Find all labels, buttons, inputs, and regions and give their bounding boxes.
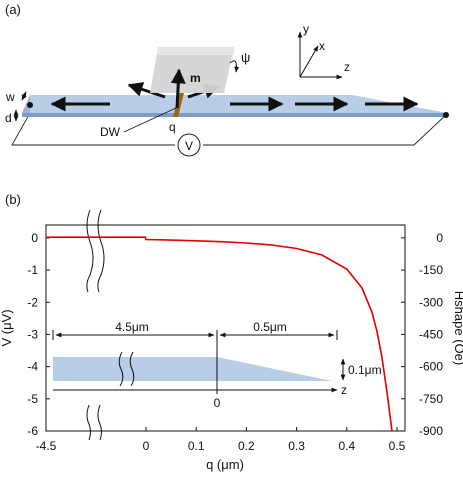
inset-len1: 4.5μm [115, 320, 149, 334]
panel-a: (a) V m ψ DW q [5, 2, 449, 157]
inset-break-icon [118, 351, 135, 387]
plot-frame [45, 224, 406, 432]
x-tick-label: 0 [143, 439, 150, 453]
y2-axis-title: Hshape (Oe) [452, 291, 463, 365]
y2-tick-label: -450 [419, 327, 443, 341]
rotation-plane-shade [157, 47, 234, 55]
psi-arrow [229, 60, 240, 73]
x-axis-title: q (μm) [206, 457, 244, 472]
w-label: w [5, 90, 15, 104]
y-tick-label: -5 [27, 392, 38, 406]
psi-label: ψ [241, 50, 250, 65]
x-tick-label: 0.4 [338, 439, 355, 453]
panel-a-label: (a) [5, 2, 21, 17]
inset-thickness: 0.1μm [348, 363, 382, 377]
y2-tick-label: -600 [419, 360, 443, 374]
y-ticks: 0 -1 -2 -3 -4 -5 -6 [27, 231, 50, 438]
x-ticks: -4.5 0 0.1 0.2 0.3 0.4 0.5 [36, 427, 406, 453]
x-tick-label: 0.3 [288, 439, 305, 453]
axis-break-icon [86, 209, 105, 441]
inset-z-label: z [341, 383, 347, 397]
data-series-line [46, 236, 393, 432]
m-label: m [190, 71, 201, 85]
y-tick-label: -2 [27, 295, 38, 309]
x-tick-label: 0.2 [238, 439, 255, 453]
inset: z 4.5μm 0.5μm 0 0.1μm [52, 320, 382, 410]
y2-tick-label: -300 [419, 295, 443, 309]
y2-tick-label: 0 [436, 231, 443, 245]
z-axis-label: z [344, 60, 350, 74]
nanowire-front-edge [22, 113, 446, 117]
dw-label: DW [100, 125, 121, 139]
y-tick-label: -1 [27, 263, 38, 277]
w-dim [21, 91, 27, 101]
x-tick-label: -4.5 [36, 439, 57, 453]
y2-tick-label: -900 [419, 424, 443, 438]
circuit-wire [11, 112, 449, 146]
x-tick-label: 0.1 [188, 439, 205, 453]
y-axis-label: y [303, 22, 309, 36]
right-contact [443, 112, 449, 118]
y-axis-title: V (μV) [0, 309, 14, 346]
nanowire-left-face [22, 95, 30, 113]
q-label: q [169, 120, 176, 134]
m-vector [170, 68, 186, 109]
left-contact [27, 102, 33, 108]
panel-b: (b) 0 -1 -2 -3 -4 -5 -6 0 -150 -300 -450 -600 -750 -… [0, 192, 463, 472]
y2-tick-label: -750 [419, 392, 443, 406]
voltmeter-label: V [185, 139, 193, 153]
d-label: d [5, 111, 12, 125]
coordinate-axes [297, 31, 343, 80]
inset-zero: 0 [214, 396, 221, 410]
y-tick-label: -3 [27, 327, 38, 341]
y-tick-label: -4 [27, 360, 38, 374]
y2-ticks: 0 -150 -300 -450 -600 -750 -900 [401, 231, 443, 438]
dw-pointer [123, 107, 177, 133]
y-tick-label: 0 [31, 231, 38, 245]
x-axis-label: x [319, 39, 325, 53]
inset-wire [53, 357, 332, 381]
y2-tick-label: -150 [419, 263, 443, 277]
panel-b-label: (b) [5, 192, 21, 207]
y-tick-label: -6 [27, 424, 38, 438]
voltmeter [177, 133, 201, 157]
x-tick-label: 0.5 [389, 439, 406, 453]
inset-len2: 0.5μm [253, 320, 287, 334]
